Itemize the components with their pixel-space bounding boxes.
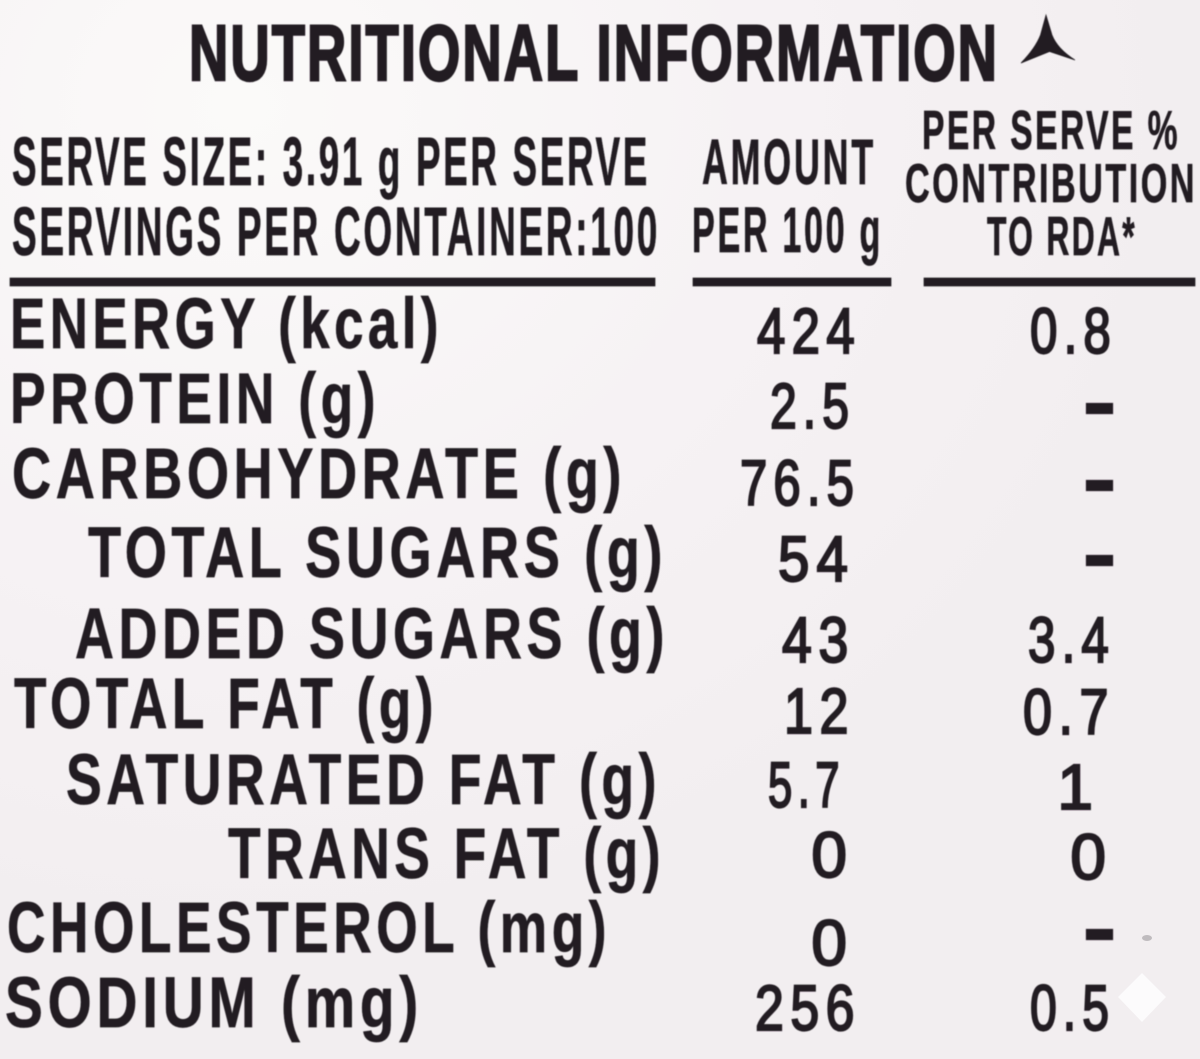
svg-text:256: 256 xyxy=(755,972,861,1044)
svg-text:1: 1 xyxy=(1057,751,1093,823)
svg-text:0: 0 xyxy=(811,819,847,891)
svg-text:ENERGY (kcal): ENERGY (kcal) xyxy=(10,285,443,364)
svg-text:SATURATED FAT (g): SATURATED FAT (g) xyxy=(66,741,661,820)
svg-text:PER 100 g: PER 100 g xyxy=(692,194,883,266)
svg-text:0.8: 0.8 xyxy=(1030,295,1117,367)
svg-text:2.5: 2.5 xyxy=(770,370,855,442)
svg-text:TOTAL SUGARS (g): TOTAL SUGARS (g) xyxy=(88,514,667,593)
svg-text:PER SERVE %: PER SERVE % xyxy=(922,99,1180,161)
svg-text:0: 0 xyxy=(1070,821,1106,893)
svg-text:SODIUM (mg): SODIUM (mg) xyxy=(5,964,423,1043)
svg-text:AMOUNT: AMOUNT xyxy=(702,126,876,198)
svg-text:TRANS FAT (g): TRANS FAT (g) xyxy=(228,815,665,894)
svg-text:0.7: 0.7 xyxy=(1023,676,1115,748)
svg-text:3.4: 3.4 xyxy=(1028,604,1115,676)
svg-text:424: 424 xyxy=(757,295,861,367)
svg-text:SERVINGS PER CONTAINER:100: SERVINGS PER CONTAINER:100 xyxy=(12,193,660,270)
svg-text:CARBOHYDRATE (g): CARBOHYDRATE (g) xyxy=(12,435,626,514)
svg-text:CHOLESTEROL (mg): CHOLESTEROL (mg) xyxy=(7,889,611,968)
svg-text:12: 12 xyxy=(784,675,855,747)
svg-text:PROTEIN (g): PROTEIN (g) xyxy=(10,360,380,439)
svg-text:ADDED SUGARS (g): ADDED SUGARS (g) xyxy=(75,595,669,674)
svg-text:NUTRITIONAL INFORMATION: NUTRITIONAL INFORMATION xyxy=(189,8,999,97)
svg-text:0.5: 0.5 xyxy=(1030,972,1115,1044)
svg-text:TOTAL FAT (g): TOTAL FAT (g) xyxy=(14,665,438,744)
svg-text:SERVE SIZE: 3.91 g PER SERVE: SERVE SIZE: 3.91 g PER SERVE xyxy=(12,123,650,200)
svg-text:54: 54 xyxy=(778,523,855,595)
svg-text:76.5: 76.5 xyxy=(740,447,860,519)
svg-text:43: 43 xyxy=(782,604,855,676)
svg-text:0: 0 xyxy=(811,907,847,979)
svg-text:5.7: 5.7 xyxy=(768,749,845,821)
svg-text:TO RDA*: TO RDA* xyxy=(987,205,1137,267)
svg-text:CONTRIBUTION: CONTRIBUTION xyxy=(905,152,1197,214)
